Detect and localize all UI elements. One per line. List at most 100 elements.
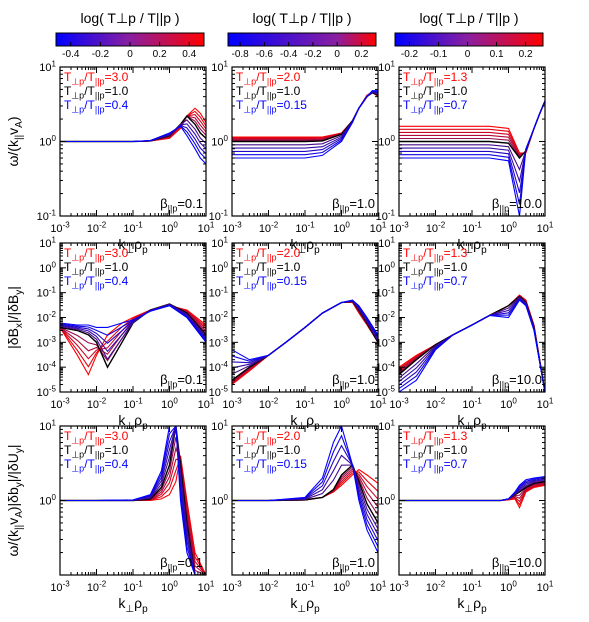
panel-r3-c1: 10-3 10-2 10-1 100 101 100 101 k⊥ρp T⊥p/T||p=3.0…: [39, 419, 215, 615]
x-tick-label: 10-1: [123, 580, 143, 594]
y-tick-label: 10-4: [376, 360, 396, 374]
x-axis-label: k⊥ρp: [118, 595, 148, 615]
x-tick-label: 10-2: [259, 580, 279, 594]
legend-entry: T⊥p/T||p=0.4: [64, 274, 129, 290]
colorbar-tick-label: 0: [465, 49, 471, 60]
colorbar-tick-label: -0.2: [401, 49, 419, 60]
x-tick-label: 10-3: [389, 580, 409, 594]
series-line-low: [399, 299, 545, 392]
x-tick-label: 10-1: [123, 221, 143, 235]
y-tick-label: 10-1: [209, 285, 229, 299]
colorbar-label: log( T⊥p / T||p ): [419, 10, 518, 26]
y-tick-label: 10-4: [37, 360, 57, 374]
legend-entry: T⊥p/T||p=3.0: [64, 70, 129, 86]
x-tick-label: 10-1: [462, 221, 482, 235]
x-tick-label: 100: [500, 580, 517, 594]
y-tick-label: 100: [39, 493, 56, 507]
legend-entry: T⊥p/T||p=0.7: [403, 98, 468, 114]
y-tick-label: 10-2: [376, 310, 396, 324]
x-tick-label: 100: [161, 397, 178, 411]
x-tick-label: 10-2: [259, 221, 279, 235]
series-line: [60, 123, 206, 149]
x-tick-label: 10-2: [259, 397, 279, 411]
colorbar-bar: [394, 32, 544, 47]
y-tick-label: 10-1: [376, 285, 396, 299]
series-line-low: [399, 100, 545, 216]
beta-label: β||p=1.0: [332, 555, 375, 573]
x-tick-label: 10-1: [462, 397, 482, 411]
legend-entry: T⊥p/T||p=2.0: [236, 429, 301, 445]
panel-r3-c3: 10-3 10-2 10-1 100 101 100 101 k⊥ρp T⊥p/T||p=1.3…: [378, 419, 554, 615]
y-tick-label: 10-1: [209, 209, 229, 223]
x-tick-label: 10-1: [295, 397, 315, 411]
series-line: [232, 300, 378, 375]
legend-entry: T⊥p/T||p=3.0: [64, 246, 129, 262]
colorbar-2: log( T⊥p / T||p ) -0.8 -0.6 -0.4 -0.2 0 0.2: [227, 10, 377, 60]
panel-r1-c2: 10-310-210-110010110-1100101k⊥ρpT⊥p/T||p…: [209, 60, 387, 256]
series-line-low: [60, 125, 206, 165]
colorbar-tick-label: 0: [127, 49, 133, 60]
series-group: [399, 475, 545, 510]
colorbar-tick-label: -0.4: [62, 49, 80, 60]
x-tick-label: 100: [333, 580, 350, 594]
y-tick-label: 101: [39, 236, 56, 250]
panel-r2-c2: 10-3 10-2 10-1 100 101 10-5 10-4 10-3 10-2 10-1 10…: [209, 236, 387, 432]
y-tick-label: 101: [211, 419, 228, 433]
y-tick-label: 10-1: [37, 209, 57, 223]
x-tick-label: 101: [370, 580, 387, 594]
colorbar-tick-label: -0.1: [430, 49, 448, 60]
y-tick-label: 100: [211, 493, 228, 507]
legend-entry: T⊥p/T||p=1.0: [403, 443, 468, 459]
y-tick-label: 10-5: [376, 385, 396, 399]
y-tick-label: 100: [378, 260, 395, 274]
colorbar-label: log( T⊥p / T||p ): [252, 10, 351, 26]
legend-entry: T⊥p/T||p=1.0: [64, 84, 129, 100]
series-line-low: [232, 426, 378, 553]
y-tick-label: 10-4: [209, 360, 229, 374]
panel-r2-c3: 10-3 10-2 10-1 100 101 10-5 10-4 10-3 10-2 10-1 10…: [376, 236, 554, 432]
x-tick-label: 10-2: [87, 580, 107, 594]
y-tick-label: 101: [378, 419, 395, 433]
x-tick-label: 10-3: [389, 397, 409, 411]
series-group: [232, 299, 378, 385]
series-line: [232, 300, 378, 369]
legend-entry: T⊥p/T||p=1.0: [64, 260, 129, 276]
legend-entry: T⊥p/T||p=0.15: [236, 457, 307, 473]
row-3-y-axis-label: ω/(k||vA)|δby|/|δUy|: [5, 445, 25, 557]
series-group: [60, 107, 206, 165]
x-tick-label: 10-1: [295, 580, 315, 594]
y-tick-label: 101: [211, 236, 228, 250]
beta-label: β||p=10.0: [492, 196, 542, 214]
y-tick-label: 100: [378, 134, 395, 148]
series-line: [232, 301, 378, 383]
x-tick-label: 100: [500, 397, 517, 411]
series-line-low: [60, 305, 206, 343]
y-tick-label: 10-2: [209, 310, 229, 324]
legend-entry: T⊥p/T||p=1.0: [236, 443, 301, 459]
beta-label: β||p=10.0: [492, 372, 542, 390]
x-tick-label: 10-3: [50, 397, 70, 411]
colorbar-tick-label: -0.2: [304, 49, 322, 60]
colorbar-tick-label: 0: [334, 49, 340, 60]
y-tick-label: 100: [211, 134, 228, 148]
x-tick-label: 10-1: [462, 580, 482, 594]
legend-entry: T⊥p/T||p=0.4: [64, 457, 129, 473]
beta-label: β||p=0.1: [160, 372, 203, 390]
x-tick-label: 10-3: [50, 580, 70, 594]
series-group: [399, 294, 545, 392]
colorbar-label: log( T⊥p / T||p ): [80, 10, 179, 26]
y-tick-label: 100: [39, 134, 56, 148]
legend-entry: T⊥p/T||p=2.0: [236, 246, 301, 262]
y-tick-label: 100: [211, 260, 228, 274]
x-tick-label: 10-2: [426, 397, 446, 411]
beta-label: β||p=0.1: [160, 196, 203, 214]
colorbar-tick-label: -0.4: [280, 49, 298, 60]
y-tick-label: 101: [211, 60, 228, 74]
x-tick-label: 100: [161, 580, 178, 594]
panel-r2-c1: 10-3 10-2 10-1 100 101 10-5 10-4 10-3 10-2 10-1 10…: [37, 236, 215, 432]
x-tick-label: 101: [537, 221, 554, 235]
beta-label: β||p=1.0: [332, 196, 375, 214]
colorbar-tick-label: 0.2: [354, 49, 368, 60]
series-group: [232, 90, 378, 159]
panel-frame: [231, 242, 379, 393]
